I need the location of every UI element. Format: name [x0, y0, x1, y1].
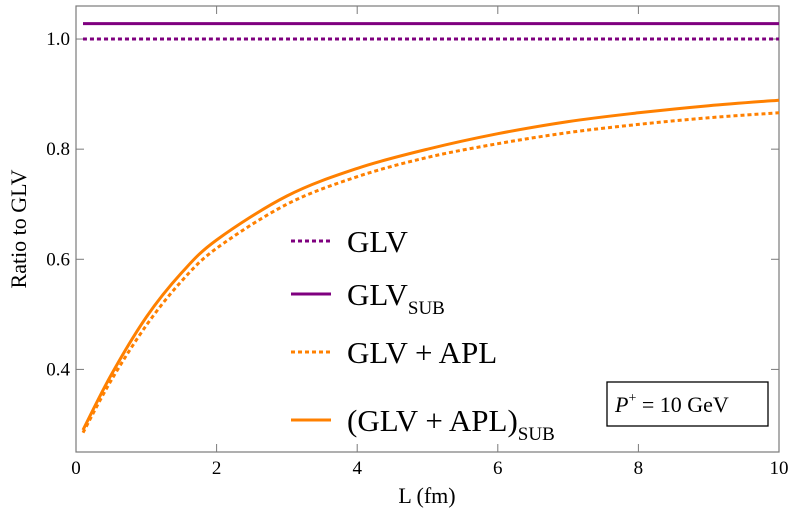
- annotation-label: P+ = 10 GeV: [614, 391, 729, 417]
- legend-label-2: GLV + APL: [347, 335, 497, 370]
- x-axis-label: L (fm): [398, 483, 455, 508]
- x-tick-label: 2: [212, 458, 222, 479]
- annotation-superscript: +: [628, 391, 636, 406]
- x-tick-label: 8: [634, 458, 644, 479]
- annotation-box: P+ = 10 GeV: [606, 381, 769, 427]
- series-group: [81, 22, 780, 434]
- x-tick-label: 4: [352, 458, 362, 479]
- legend-name: GLV: [347, 224, 408, 259]
- legend-name: GLV + APL: [347, 335, 497, 370]
- legend-name: (GLV + APL): [347, 403, 518, 438]
- y-tick-label: 1.0: [46, 29, 70, 50]
- legend-subscript: SUB: [518, 424, 555, 445]
- annotation-frame: [606, 381, 769, 427]
- y-tick-label: 0.8: [46, 139, 70, 160]
- y-axis-label: Ratio to GLV: [6, 169, 31, 288]
- y-ticks: 0.4 0.6 0.8 1.0: [46, 29, 779, 380]
- legend-subscript: SUB: [408, 298, 445, 319]
- x-ticks: 0 2 4 6 8 10: [71, 6, 789, 479]
- legend-label-1: GLVSUB: [347, 277, 445, 319]
- y-tick-label: 0.4: [46, 359, 70, 380]
- legend-label-3: (GLV + APL)SUB: [347, 403, 555, 445]
- series-line-3: [81, 98, 780, 431]
- legend-name: GLV: [347, 277, 408, 312]
- x-tick-label: 10: [770, 458, 789, 479]
- annotation-text: = 10 GeV: [636, 392, 729, 417]
- annotation-prefix: P: [614, 392, 628, 417]
- x-tick-label: 0: [71, 458, 81, 479]
- x-tick-label: 6: [493, 458, 503, 479]
- legend-label-0: GLV: [347, 224, 408, 259]
- series-line-2: [81, 111, 780, 434]
- plot-frame: [75, 5, 780, 453]
- y-tick-label: 0.6: [46, 249, 70, 270]
